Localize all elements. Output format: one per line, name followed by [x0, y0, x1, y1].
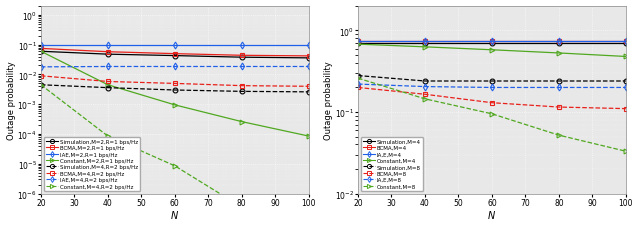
Legend: Simulation,M=4, BCMA,M=4, IA,E,M=4, Constant,M=4, Simulation,M=8, BCMA,M=8, IA,E: Simulation,M=4, BCMA,M=4, IA,E,M=4, Cons…: [361, 137, 423, 191]
Y-axis label: Outage probability: Outage probability: [324, 61, 333, 139]
Y-axis label: Outage probability: Outage probability: [7, 61, 16, 139]
X-axis label: $N$: $N$: [170, 208, 179, 220]
Legend: Simulation,M=2,R=1 bps/Hz, BCMA,M=2,R=1 bps/Hz, IAE,M=2,R=1 bps/Hz, Constant,M=2: Simulation,M=2,R=1 bps/Hz, BCMA,M=2,R=1 …: [44, 137, 140, 191]
X-axis label: $N$: $N$: [488, 208, 497, 220]
